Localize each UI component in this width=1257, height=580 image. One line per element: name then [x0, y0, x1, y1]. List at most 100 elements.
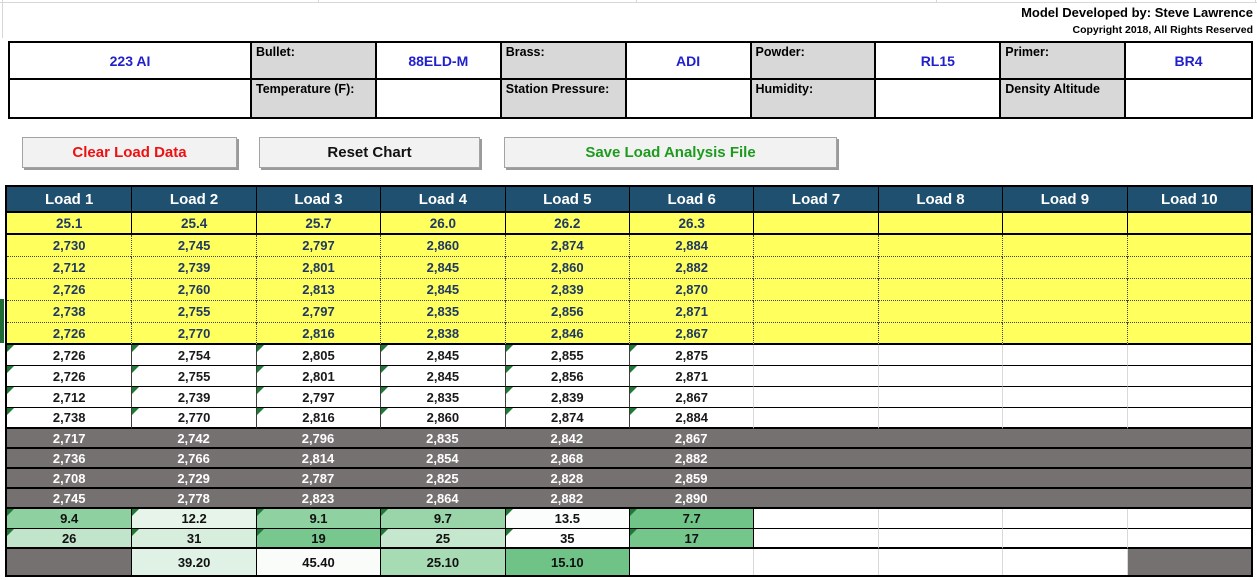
velocity-adjusted-cell[interactable]: 2,839	[504, 387, 629, 408]
es-cell[interactable]: 26	[7, 529, 132, 549]
velocity-adjusted-cell[interactable]	[877, 345, 1003, 366]
velocity-cell[interactable]: 2,755	[131, 301, 256, 323]
charge-weight-cell[interactable]: 26.2	[504, 213, 629, 235]
velocity-adjusted-cell[interactable]	[753, 387, 878, 408]
velocity-stat-cell[interactable]	[877, 469, 1003, 489]
velocity-adjusted-cell[interactable]: 2,755	[131, 366, 256, 387]
velocity-cell[interactable]: 2,770	[131, 323, 256, 345]
velocity-cell[interactable]	[1126, 301, 1251, 323]
velocity-cell[interactable]	[1002, 323, 1127, 345]
velocity-stat-cell[interactable]	[1002, 429, 1127, 449]
velocity-stat-cell[interactable]	[1126, 449, 1251, 469]
es-cell[interactable]: 25	[380, 529, 505, 549]
velocity-stat-cell[interactable]	[1002, 489, 1127, 509]
velocity-adjusted-cell[interactable]	[1126, 387, 1251, 408]
es-cell[interactable]: 35	[504, 529, 629, 549]
velocity-adjusted-cell[interactable]: 2,867	[629, 387, 754, 408]
info-value[interactable]: RL15	[876, 43, 1002, 80]
velocity-cell[interactable]	[877, 257, 1003, 279]
velocity-adjusted-cell[interactable]: 2,875	[629, 345, 754, 366]
velocity-cell[interactable]	[753, 301, 878, 323]
es-cell[interactable]	[1002, 529, 1127, 549]
velocity-adjusted-cell[interactable]: 2,805	[255, 345, 381, 366]
velocity-cell[interactable]	[1126, 279, 1251, 301]
velocity-adjusted-cell[interactable]	[1002, 345, 1127, 366]
velocity-stat-cell[interactable]	[1126, 469, 1251, 489]
save-load-analysis-button[interactable]: Save Load Analysis File	[504, 137, 837, 168]
velocity-cell[interactable]	[753, 323, 878, 345]
velocity-adjusted-cell[interactable]	[1002, 408, 1127, 429]
velocity-cell[interactable]: 2,816	[255, 323, 381, 345]
velocity-stat-cell[interactable]: 2,736	[7, 449, 132, 469]
sd-cell[interactable]: 9.4	[7, 509, 132, 529]
velocity-stat-cell[interactable]	[877, 489, 1003, 509]
velocity-adjusted-cell[interactable]	[753, 408, 878, 429]
velocity-stat-cell[interactable]: 2,796	[255, 429, 381, 449]
velocity-stat-cell[interactable]	[753, 429, 878, 449]
velocity-cell[interactable]: 2,874	[504, 235, 629, 257]
velocity-cell[interactable]: 2,845	[380, 279, 505, 301]
velocity-cell[interactable]: 2,835	[380, 301, 505, 323]
velocity-cell[interactable]: 2,871	[629, 301, 754, 323]
velocity-cell[interactable]: 2,730	[7, 235, 132, 257]
velocity-stat-cell[interactable]: 2,854	[380, 449, 505, 469]
charge-weight-cell[interactable]: 25.1	[7, 213, 132, 235]
summary-cell[interactable]	[7, 549, 132, 575]
velocity-adjusted-cell[interactable]: 2,835	[380, 387, 505, 408]
velocity-cell[interactable]: 2,870	[629, 279, 754, 301]
velocity-adjusted-cell[interactable]	[877, 366, 1003, 387]
velocity-cell[interactable]: 2,884	[629, 235, 754, 257]
velocity-stat-cell[interactable]	[877, 429, 1003, 449]
charge-weight-cell[interactable]	[753, 213, 878, 235]
velocity-stat-cell[interactable]: 2,745	[7, 489, 132, 509]
sd-cell[interactable]: 7.7	[629, 509, 754, 529]
velocity-stat-cell[interactable]	[753, 449, 878, 469]
charge-weight-cell[interactable]: 26.0	[380, 213, 505, 235]
summary-cell[interactable]	[1002, 549, 1127, 575]
summary-cell[interactable]	[753, 549, 878, 575]
velocity-adjusted-cell[interactable]: 2,712	[7, 387, 132, 408]
velocity-cell[interactable]: 2,846	[504, 323, 629, 345]
velocity-cell[interactable]: 2,856	[504, 301, 629, 323]
sd-cell[interactable]: 9.1	[255, 509, 381, 529]
velocity-cell[interactable]	[877, 279, 1003, 301]
velocity-cell[interactable]: 2,860	[504, 257, 629, 279]
summary-cell[interactable]	[1126, 549, 1251, 575]
charge-weight-cell[interactable]: 26.3	[629, 213, 754, 235]
velocity-cell[interactable]: 2,839	[504, 279, 629, 301]
velocity-adjusted-cell[interactable]: 2,797	[255, 387, 381, 408]
velocity-cell[interactable]: 2,838	[380, 323, 505, 345]
info-value[interactable]	[376, 80, 502, 117]
velocity-stat-cell[interactable]: 2,708	[7, 469, 132, 489]
velocity-stat-cell[interactable]	[1126, 429, 1251, 449]
velocity-cell[interactable]	[1126, 257, 1251, 279]
velocity-stat-cell[interactable]	[753, 489, 878, 509]
velocity-cell[interactable]: 2,797	[255, 235, 381, 257]
info-value[interactable]: ADI	[626, 43, 752, 80]
reset-chart-button[interactable]: Reset Chart	[259, 137, 480, 168]
velocity-stat-cell[interactable]	[1126, 489, 1251, 509]
velocity-adjusted-cell[interactable]: 2,739	[131, 387, 256, 408]
velocity-cell[interactable]	[753, 279, 878, 301]
sd-cell[interactable]	[1126, 509, 1251, 529]
velocity-adjusted-cell[interactable]: 2,874	[504, 408, 629, 429]
summary-cell[interactable]: 45.40	[255, 549, 381, 575]
velocity-stat-cell[interactable]: 2,835	[380, 429, 505, 449]
es-cell[interactable]	[877, 529, 1003, 549]
velocity-adjusted-cell[interactable]: 2,738	[7, 408, 132, 429]
summary-cell[interactable]	[629, 549, 754, 575]
velocity-stat-cell[interactable]: 2,778	[131, 489, 256, 509]
sd-cell[interactable]	[1002, 509, 1127, 529]
velocity-adjusted-cell[interactable]: 2,871	[629, 366, 754, 387]
velocity-cell[interactable]: 2,760	[131, 279, 256, 301]
velocity-adjusted-cell[interactable]: 2,726	[7, 366, 132, 387]
summary-cell[interactable]: 15.10	[504, 549, 629, 575]
velocity-cell[interactable]	[1002, 279, 1127, 301]
velocity-adjusted-cell[interactable]	[753, 366, 878, 387]
info-value[interactable]	[1126, 80, 1251, 117]
velocity-cell[interactable]: 2,712	[7, 257, 132, 279]
summary-cell[interactable]: 39.20	[131, 549, 256, 575]
velocity-cell[interactable]	[1002, 235, 1127, 257]
velocity-stat-cell[interactable]: 2,864	[380, 489, 505, 509]
es-cell[interactable]: 17	[629, 529, 754, 549]
